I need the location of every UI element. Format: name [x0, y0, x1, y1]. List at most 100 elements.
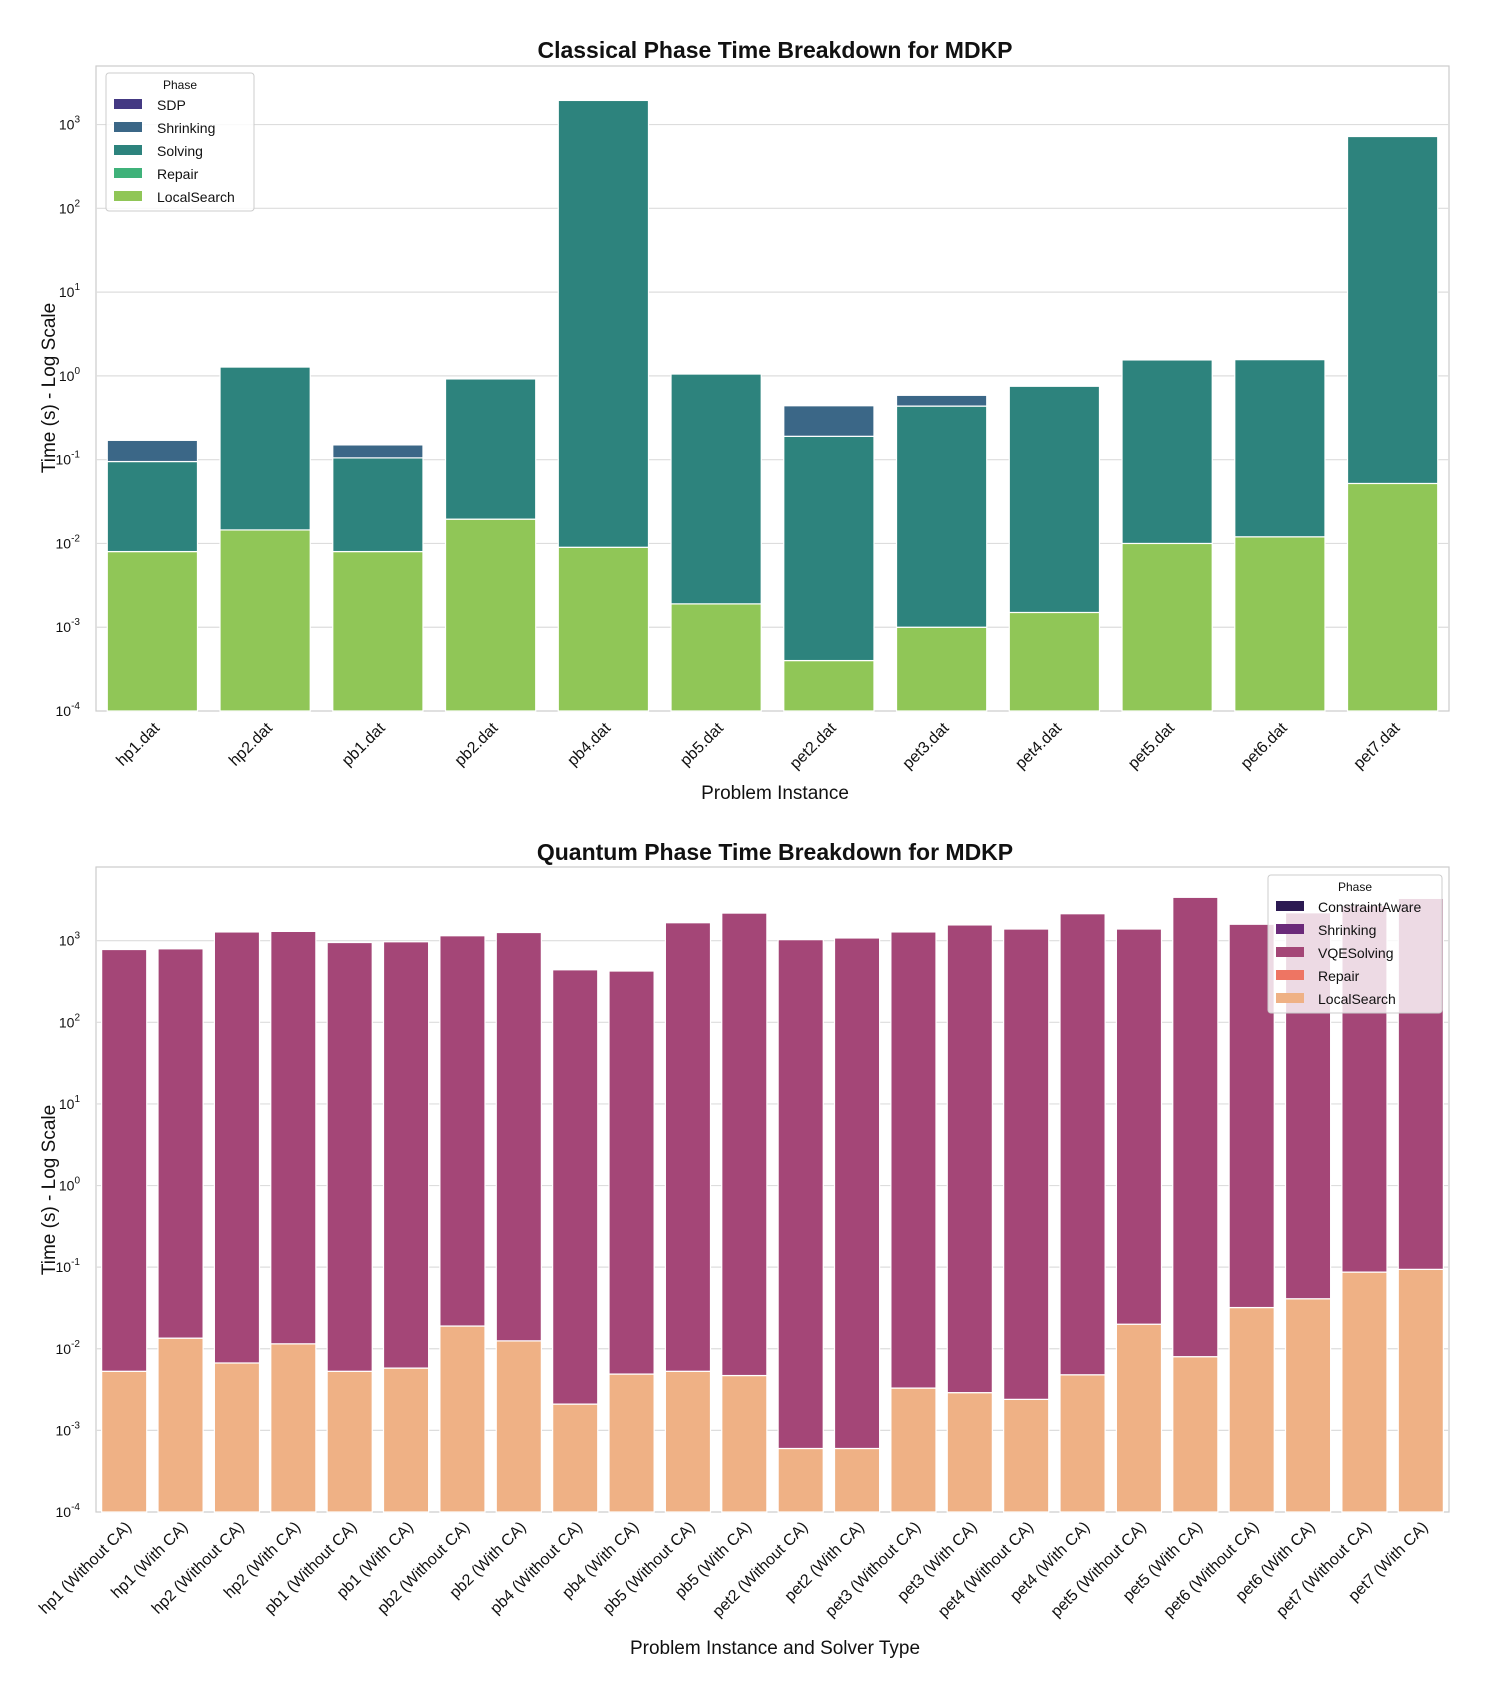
bar-segment-localsearch-16 [946, 1392, 993, 1513]
classical-legend-swatch [114, 168, 142, 178]
x-tick-label: pet7 (Without CA) [1273, 1519, 1375, 1621]
y-tick-label: 10-3 [56, 1420, 81, 1438]
classical-legend-swatch [114, 145, 142, 155]
bar-segment-vqesolving-21 [1228, 923, 1275, 1309]
quantum-legend-swatch [1276, 993, 1304, 1003]
bar-segment-vqesolving-11 [664, 922, 712, 1372]
bar-segment-localsearch-15 [890, 1387, 937, 1513]
x-tick-label: pb4.dat [564, 719, 614, 769]
bar-segment-localsearch-1 [101, 1370, 148, 1513]
classical-legend-box [105, 72, 255, 212]
bar-segment-solving-1 [106, 460, 199, 553]
bar-segment-vqesolving-7 [439, 935, 486, 1327]
bar-segment-solving-9 [1008, 385, 1101, 614]
y-tick-label: 102 [59, 198, 81, 216]
bar-segment-localsearch-23 [1341, 1271, 1388, 1513]
y-tick-label: 101 [59, 1094, 81, 1112]
bar-segment-solving-4 [444, 378, 537, 520]
bar-segment-localsearch-6 [382, 1367, 430, 1513]
classical-legend-label: SDP [157, 97, 186, 113]
classical-legend-swatch [114, 122, 142, 132]
classical-x-ticks: hp1.dat hp2.dat pb1.dat pb2.dat pb4.dat pb5.d… [113, 719, 1403, 772]
y-tick-label: 10-3 [56, 617, 81, 635]
bar-segment-solving-7 [783, 435, 875, 662]
x-tick-label: hp2.dat [226, 719, 276, 769]
bar-segment-localsearch-21 [1228, 1306, 1275, 1513]
quantum-legend-item-repair: Repair [1276, 968, 1360, 984]
y-tick-label: 101 [59, 282, 81, 300]
quantum-legend-swatch [1276, 947, 1304, 957]
bar-segment-vqesolving-8 [495, 931, 542, 1342]
bar-segment-localsearch-8 [495, 1340, 542, 1513]
bar-segment-solving-5 [557, 99, 650, 548]
bar-segment-solving-3 [332, 457, 424, 553]
y-tick-label: 103 [59, 115, 81, 133]
classical-legend-label: LocalSearch [157, 189, 235, 205]
classical-legend-label: Repair [157, 166, 199, 182]
classical-legend-title: Phase [163, 78, 197, 92]
bar-segment-localsearch-9 [1008, 611, 1101, 712]
quantum-legend-item-constraintaware: ConstraintAware [1276, 899, 1421, 915]
x-tick-label: pet4.dat [1012, 719, 1065, 772]
bar-segment-localsearch-8 [895, 626, 988, 712]
quantum-legend: Phase ConstraintAware Shrinking VQESolvi… [1267, 874, 1443, 1014]
bar-segment-localsearch-13 [777, 1447, 824, 1513]
classical-legend-item-solving: Solving [114, 143, 203, 159]
classical-legend-label: Shrinking [157, 120, 215, 136]
bar-segment-solving-2 [219, 366, 311, 531]
bar-segment-localsearch-7 [439, 1325, 486, 1513]
bar-segment-localsearch-18 [1059, 1374, 1106, 1513]
quantum-legend-label: ConstraintAware [1318, 899, 1421, 915]
x-tick-label: pet4 (Without CA) [935, 1519, 1037, 1621]
bar-segment-localsearch-2 [219, 529, 311, 712]
bar-segment-shrinking-3 [332, 444, 424, 459]
x-tick-label: pet3 (Without CA) [822, 1519, 924, 1621]
bar-segment-localsearch-3 [213, 1362, 261, 1513]
bar-segment-vqesolving-16 [946, 924, 993, 1394]
y-tick-label: 100 [59, 1176, 81, 1194]
bar-segment-localsearch-5 [326, 1370, 373, 1513]
bar-segment-localsearch-17 [1003, 1398, 1050, 1513]
classical-legend-item-repair: Repair [114, 166, 199, 182]
bar-segment-vqesolving-17 [1003, 928, 1050, 1400]
quantum-bars [101, 896, 1444, 1513]
bar-segment-localsearch-11 [664, 1370, 712, 1513]
bar-segment-localsearch-5 [557, 546, 650, 712]
classical-gridlines [96, 123, 1449, 628]
bar-segment-vqesolving-3 [213, 931, 261, 1364]
bar-segment-localsearch-11 [1234, 536, 1326, 712]
quantum-gridlines [96, 940, 1449, 1431]
quantum-plot-area [95, 866, 1450, 1513]
classical-legend-swatch [114, 191, 142, 201]
bar-segment-solving-12 [1346, 135, 1439, 485]
bar-segment-vqesolving-18 [1059, 913, 1106, 1376]
quantum-legend-label: LocalSearch [1318, 991, 1396, 1007]
bar-segment-localsearch-2 [157, 1337, 204, 1513]
quantum-chart-title: Quantum Phase Time Breakdown for MDKP [537, 839, 1013, 865]
quantum-chart: Quantum Phase Time Breakdown for MDKP 10… [36, 839, 1450, 1659]
quantum-x-ticks: hp1 (Without CA)hp1 (With CA)hp2 (Withou… [36, 1519, 1431, 1621]
quantum-legend-item-shrinking: Shrinking [1276, 922, 1376, 938]
x-tick-label: pet6.dat [1238, 719, 1291, 772]
quantum-legend-label: Repair [1318, 968, 1360, 984]
x-tick-label: pet2.dat [787, 719, 840, 772]
quantum-legend-title: Phase [1338, 880, 1372, 894]
bar-segment-localsearch-4 [444, 518, 537, 712]
bar-segment-localsearch-4 [270, 1343, 317, 1513]
bar-segment-localsearch-24 [1397, 1268, 1444, 1513]
bar-segment-solving-6 [670, 373, 762, 605]
classical-x-axis-label: Problem Instance [701, 783, 849, 804]
x-tick-label: pet7.dat [1351, 719, 1404, 772]
y-tick-label: 103 [59, 931, 81, 949]
y-tick-label: 10-4 [56, 1502, 81, 1520]
classical-legend-item-sdp: SDP [114, 97, 186, 113]
bar-segment-vqesolving-15 [890, 931, 937, 1389]
bar-segment-solving-8 [895, 405, 988, 628]
bar-segment-localsearch-9 [552, 1403, 599, 1513]
classical-legend-swatch [114, 99, 142, 109]
bar-segment-localsearch-14 [833, 1447, 881, 1513]
bar-segment-localsearch-22 [1284, 1298, 1332, 1513]
x-tick-label: pet5 (Without CA) [1048, 1519, 1150, 1621]
x-tick-label: pb5.dat [677, 719, 727, 769]
